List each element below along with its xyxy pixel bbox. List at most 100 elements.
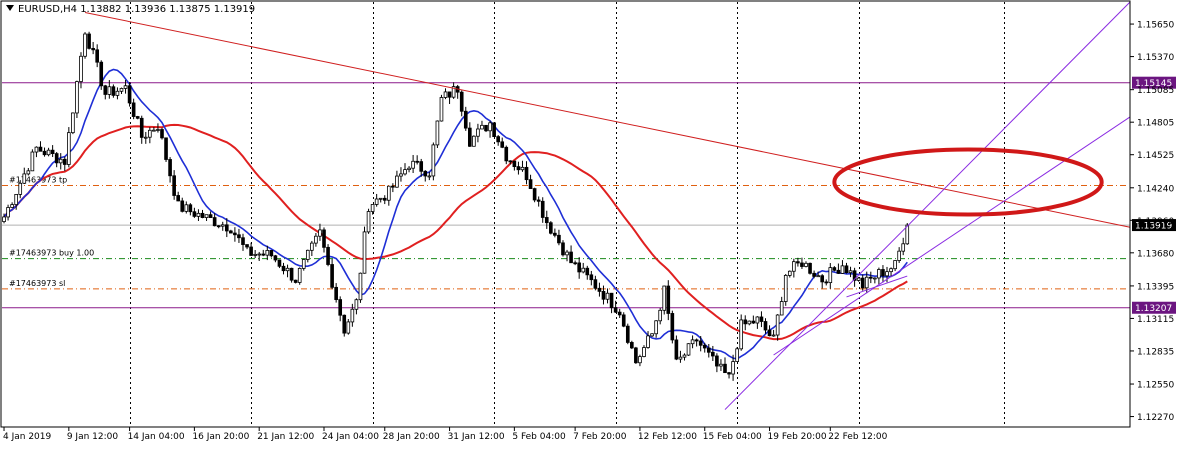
candle-body xyxy=(723,363,727,374)
candle-body xyxy=(75,81,79,114)
candle-body xyxy=(856,277,861,281)
candle-body xyxy=(496,136,500,143)
candle-body xyxy=(844,265,849,274)
candle-body xyxy=(735,348,739,362)
candle-body xyxy=(378,197,383,200)
candle-body xyxy=(293,279,298,283)
candle-body xyxy=(873,277,877,280)
x-tick-label: 21 Jan 12:00 xyxy=(257,432,314,442)
candle-body xyxy=(500,141,505,148)
candle-body xyxy=(516,166,521,171)
candle-body xyxy=(775,314,780,336)
candle-body xyxy=(763,321,768,331)
y-tick-label: 1.13960 xyxy=(1137,217,1174,227)
candle-body xyxy=(310,242,314,251)
candle-body xyxy=(585,267,590,276)
candle-body xyxy=(682,354,687,358)
candle-body xyxy=(58,158,63,164)
candle-body xyxy=(893,260,897,270)
candle-body xyxy=(399,173,403,177)
candle-body xyxy=(544,217,549,224)
candle-body xyxy=(719,363,723,367)
candle-body xyxy=(366,211,371,233)
candle-body xyxy=(411,160,415,169)
candle-body xyxy=(314,235,318,244)
candle-body xyxy=(808,262,812,274)
candle-body xyxy=(512,160,517,168)
candle-body xyxy=(54,153,59,164)
horizontal-line-price-label: 1.13207 xyxy=(1135,304,1172,314)
candle-body xyxy=(824,281,829,284)
candle-body xyxy=(342,314,347,334)
candle-body xyxy=(800,262,804,267)
y-tick-label: 1.12550 xyxy=(1137,381,1174,391)
candle-body xyxy=(897,250,901,261)
candle-body xyxy=(46,149,51,156)
y-tick-label: 1.14525 xyxy=(1137,151,1174,161)
candle-body xyxy=(864,276,869,289)
candle-body xyxy=(261,253,266,256)
candle-body xyxy=(382,197,387,201)
candle-body xyxy=(395,175,399,188)
candle-body xyxy=(609,292,614,309)
candle-body xyxy=(646,335,650,348)
candle-body xyxy=(127,85,132,104)
candle-body xyxy=(747,320,752,325)
candle-body xyxy=(265,250,270,256)
candle-body xyxy=(662,285,667,311)
candle-body xyxy=(99,61,104,87)
candle-body xyxy=(674,339,679,360)
candle-body xyxy=(593,279,598,289)
y-tick-label: 1.13395 xyxy=(1137,282,1174,292)
candle-body xyxy=(172,175,176,196)
x-tick-label: 7 Feb 20:00 xyxy=(573,432,627,442)
candle-body xyxy=(164,137,168,160)
candle-body xyxy=(338,299,343,316)
x-tick-label: 31 Jan 12:00 xyxy=(448,432,505,442)
candle-body xyxy=(362,231,367,274)
x-tick-label: 12 Feb 12:00 xyxy=(638,432,697,442)
highlight-ellipse xyxy=(832,147,1104,217)
x-tick-label: 28 Jan 20:00 xyxy=(383,432,440,442)
header-arrow-icon xyxy=(6,5,14,11)
candle-body xyxy=(257,253,262,256)
candle-body xyxy=(212,217,217,227)
candle-body xyxy=(812,272,816,277)
candle-body xyxy=(727,372,731,375)
candle-body xyxy=(549,222,553,234)
candle-body xyxy=(885,271,889,277)
candle-body xyxy=(26,170,31,175)
slow-moving-average-layer xyxy=(3,123,908,341)
candle-body xyxy=(2,216,6,222)
candle-body xyxy=(678,356,683,360)
candle-body xyxy=(135,116,140,119)
candle-body xyxy=(289,267,294,281)
candle-body xyxy=(322,229,326,248)
candle-body xyxy=(751,320,756,324)
candle-body xyxy=(771,334,776,337)
candle-body xyxy=(358,272,363,301)
candle-body xyxy=(83,33,87,57)
candle-body xyxy=(852,270,857,281)
fast-moving-average-line xyxy=(3,68,908,360)
candle-body xyxy=(577,262,581,273)
candle-body xyxy=(779,301,784,316)
candle-body xyxy=(617,311,622,316)
candle-body xyxy=(148,129,152,138)
candle-body xyxy=(840,265,845,274)
candle-body xyxy=(650,333,654,337)
candle-body xyxy=(196,212,201,217)
current-price-tag xyxy=(1132,219,1176,232)
trendline-down xyxy=(84,11,1131,228)
candles-layer xyxy=(2,31,910,381)
candle-body xyxy=(403,169,407,175)
y-tick-label: 1.14240 xyxy=(1137,184,1174,194)
candle-body xyxy=(269,250,274,257)
candle-body xyxy=(285,267,290,272)
candle-body xyxy=(131,102,136,117)
candle-body xyxy=(447,91,452,98)
candle-body xyxy=(459,91,464,112)
candle-body xyxy=(326,246,330,265)
